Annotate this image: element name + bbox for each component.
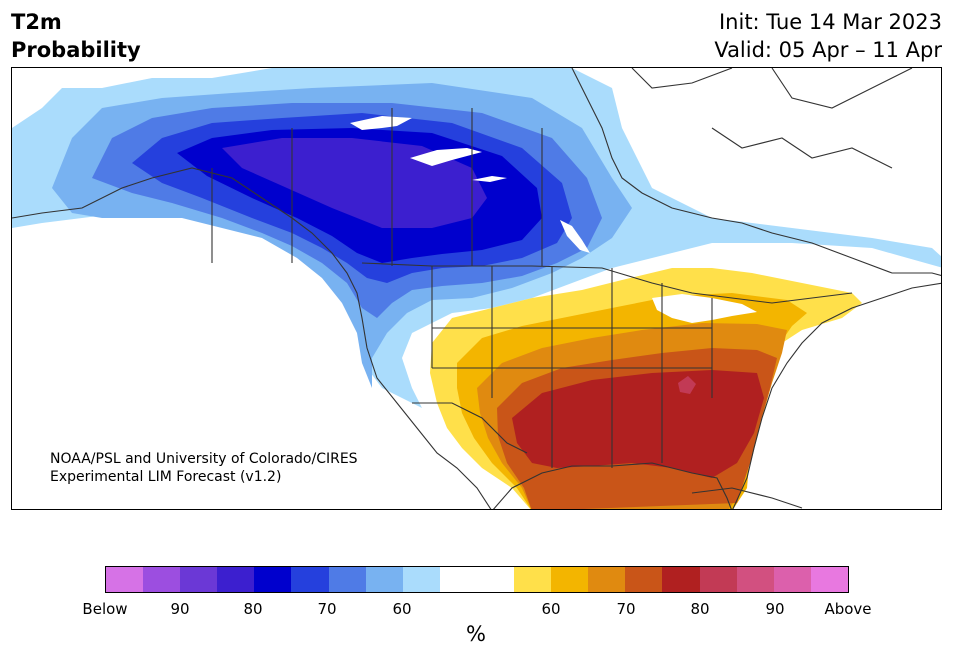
colorbar-segment bbox=[736, 567, 774, 592]
colorbar-segment bbox=[773, 567, 811, 592]
cold-probability-areas bbox=[12, 68, 941, 408]
colorbar-tick-label: Below bbox=[82, 600, 128, 618]
great-slave-lake bbox=[410, 148, 482, 166]
colorbar-segment bbox=[254, 567, 292, 592]
colorbar-segment bbox=[328, 567, 366, 592]
lake-athabasca bbox=[472, 176, 507, 182]
colorbar-segment bbox=[551, 567, 589, 592]
boundary-lines bbox=[12, 68, 941, 509]
colorbar-tick-label: Above bbox=[824, 600, 872, 618]
init-date: Init: Tue 14 Mar 2023 bbox=[718, 10, 942, 34]
islands-north bbox=[631, 68, 913, 169]
warm-probability-areas bbox=[430, 268, 862, 509]
map-canvas bbox=[12, 68, 941, 509]
great-lakes bbox=[652, 294, 757, 323]
credit-line-2: Experimental LIM Forecast (v1.2) bbox=[50, 469, 282, 485]
credit-text: NOAA/PSL and University of Colorado/CIRE… bbox=[50, 450, 358, 486]
colorbar bbox=[105, 566, 849, 593]
province-lines bbox=[211, 108, 543, 266]
colorbar-segment bbox=[699, 567, 737, 592]
cuba bbox=[691, 487, 803, 509]
colorbar-segment bbox=[106, 567, 144, 592]
colorbar-segment bbox=[365, 567, 403, 592]
state-lines bbox=[431, 266, 713, 468]
title-line-2: Probability bbox=[11, 38, 141, 62]
valid-range: Valid: 05 Apr – 11 Apr bbox=[714, 38, 942, 62]
probability-map: NOAA/PSL and University of Colorado/CIRE… bbox=[11, 67, 942, 510]
us-canada-border bbox=[361, 262, 853, 304]
colorbar-segment bbox=[143, 567, 181, 592]
lake-winnipeg bbox=[560, 220, 590, 253]
coastline-east bbox=[571, 68, 941, 277]
colorbar-tick-label: 60 bbox=[541, 600, 561, 618]
lakes bbox=[350, 116, 757, 323]
colorbar-segment bbox=[476, 567, 515, 592]
colorbar-segment bbox=[439, 567, 477, 592]
coastline-gulf bbox=[493, 462, 732, 509]
great-bear-lake bbox=[350, 116, 412, 130]
colorbar-segment bbox=[291, 567, 329, 592]
colorbar-segment bbox=[810, 567, 848, 592]
colorbar-segment bbox=[588, 567, 626, 592]
colorbar-tick-label: 70 bbox=[616, 600, 636, 618]
warm-85-region bbox=[678, 376, 696, 394]
colorbar-tick-label: 70 bbox=[317, 600, 337, 618]
warm-80-region bbox=[512, 370, 764, 478]
colorbar-segment bbox=[217, 567, 255, 592]
colorbar-unit: % bbox=[466, 622, 486, 646]
credit-line-1: NOAA/PSL and University of Colorado/CIRE… bbox=[50, 451, 358, 467]
forecast-dates: Init: Tue 14 Mar 2023 Valid: 05 Apr – 11… bbox=[714, 8, 942, 64]
colorbar-tick-label: 60 bbox=[392, 600, 412, 618]
colorbar-segment bbox=[402, 567, 440, 592]
title-line-1: T2m bbox=[11, 10, 62, 34]
colorbar-tick-label: 80 bbox=[243, 600, 263, 618]
colorbar-segment bbox=[625, 567, 663, 592]
coastline-atlantic bbox=[732, 282, 941, 509]
colorbar-tick-label: 90 bbox=[765, 600, 785, 618]
colorbar-segment bbox=[180, 567, 218, 592]
colorbar-tick-label: 80 bbox=[690, 600, 710, 618]
colorbar-segment bbox=[514, 567, 552, 592]
colorbar-segment bbox=[662, 567, 700, 592]
colorbar-tick-label: 90 bbox=[170, 600, 190, 618]
us-mexico-border bbox=[412, 402, 528, 454]
map-title: T2m Probability bbox=[11, 8, 141, 64]
coastline-west bbox=[12, 167, 492, 509]
